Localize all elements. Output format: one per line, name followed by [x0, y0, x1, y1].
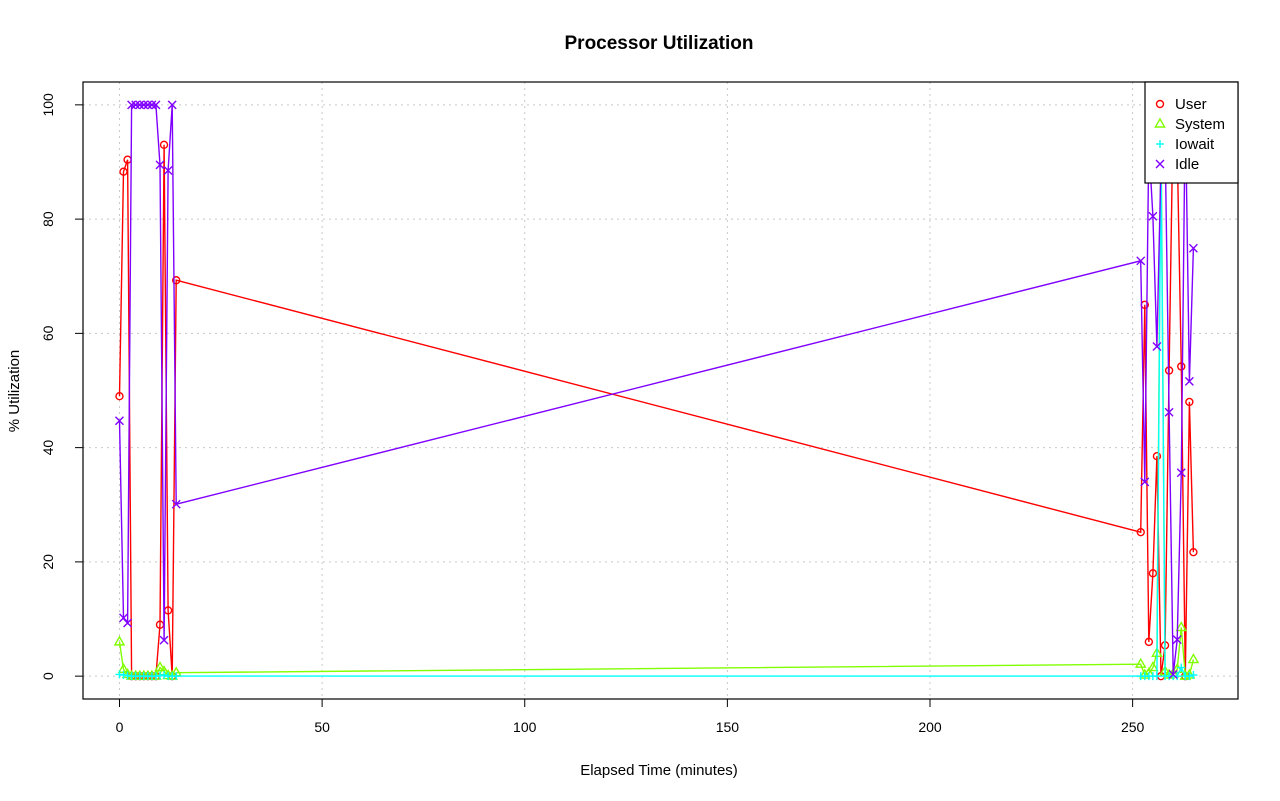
legend-marker-system — [1154, 117, 1166, 128]
data-point-idle — [155, 160, 165, 170]
data-point-user — [1144, 637, 1154, 647]
data-point-idle — [1168, 669, 1178, 679]
data-point-idle — [1140, 477, 1150, 487]
data-point-user — [1185, 397, 1194, 407]
data-point-idle — [147, 100, 157, 110]
data-point-idle — [1188, 243, 1198, 253]
data-point-idle — [1172, 635, 1182, 645]
data-point-idle — [1136, 256, 1146, 266]
data-point-iowait — [1152, 672, 1161, 681]
data-point-idle — [171, 499, 181, 509]
series-line-system — [118, 121, 1195, 677]
data-point-iowait — [172, 672, 181, 681]
data-point-user — [172, 276, 181, 285]
legend-marker-iowait — [1156, 140, 1164, 148]
data-point-system — [154, 661, 166, 672]
x-tick-label: 50 — [314, 719, 330, 735]
data-point-idle — [123, 618, 133, 628]
grid — [83, 82, 1238, 699]
data-point-idle — [1184, 376, 1194, 386]
data-point-idle — [114, 416, 124, 426]
data-point-user — [1177, 362, 1186, 371]
data-point-idle — [1148, 211, 1158, 221]
legend-label-iowait: Iowait — [1175, 136, 1215, 153]
data-point-user — [1189, 547, 1198, 557]
data-point-idle — [119, 613, 129, 623]
data-point-iowait — [160, 671, 169, 680]
y-tick-label: 0 — [40, 672, 56, 680]
y-axis: 0 20 40 60 80 100 — [40, 93, 84, 680]
data-point-system — [1187, 653, 1200, 664]
data-point-user — [159, 140, 169, 150]
y-tick-label: 80 — [40, 211, 56, 227]
data-point-system — [1134, 657, 1147, 668]
x-tick-label: 250 — [1121, 719, 1145, 735]
data-point-user — [1152, 451, 1162, 461]
data-point-idle — [1164, 407, 1174, 417]
chart-title: Processor Utilization — [565, 33, 754, 54]
x-tick-label: 150 — [716, 719, 740, 735]
y-tick-label: 40 — [40, 440, 56, 456]
legend-marker-user — [1155, 99, 1165, 109]
y-tick-label: 60 — [40, 325, 56, 341]
data-point-idle — [167, 100, 177, 110]
legend-label-user: User — [1175, 96, 1207, 113]
legend: User System Iowait Idle — [1144, 81, 1239, 184]
x-axis: 0 50 100 150 200 250 — [116, 698, 1145, 735]
plot-frame — [82, 81, 1239, 700]
data-point-system — [1147, 661, 1159, 672]
data-point-user — [1136, 527, 1145, 537]
legend-label-system: System — [1175, 116, 1225, 133]
data-point-iowait — [1189, 671, 1198, 680]
y-axis-label: % Utilization — [6, 350, 23, 433]
data-point-system — [113, 635, 126, 646]
series-layer — [113, 100, 1200, 681]
data-point-system — [1175, 621, 1188, 632]
y-tick-label: 100 — [40, 93, 56, 117]
data-point-idle — [131, 100, 141, 110]
x-axis-label: Elapsed Time (minutes) — [580, 762, 738, 779]
data-point-idle — [1152, 342, 1162, 352]
data-point-user — [119, 167, 128, 176]
legend-marker-idle — [1155, 159, 1165, 169]
series-line-user — [118, 107, 1195, 677]
x-tick-label: 100 — [513, 719, 537, 735]
x-tick-label: 0 — [116, 719, 124, 735]
data-point-idle — [127, 100, 137, 110]
series-line-iowait — [119, 141, 1194, 677]
data-point-user — [115, 392, 124, 401]
legend-label-idle: Idle — [1175, 156, 1199, 173]
data-point-idle — [159, 635, 169, 645]
data-point-idle — [143, 100, 153, 110]
legend-box — [1144, 81, 1239, 184]
data-point-idle — [151, 100, 161, 110]
data-point-idle — [135, 100, 145, 110]
y-tick-label: 20 — [40, 554, 56, 570]
data-point-iowait — [1177, 663, 1186, 672]
data-point-idle — [163, 166, 173, 176]
data-point-user — [1148, 569, 1158, 578]
data-point-idle — [1176, 468, 1186, 478]
data-point-iowait — [1185, 672, 1194, 681]
series-line-idle — [118, 104, 1195, 675]
data-point-idle — [139, 100, 149, 110]
x-tick-label: 200 — [918, 719, 942, 735]
